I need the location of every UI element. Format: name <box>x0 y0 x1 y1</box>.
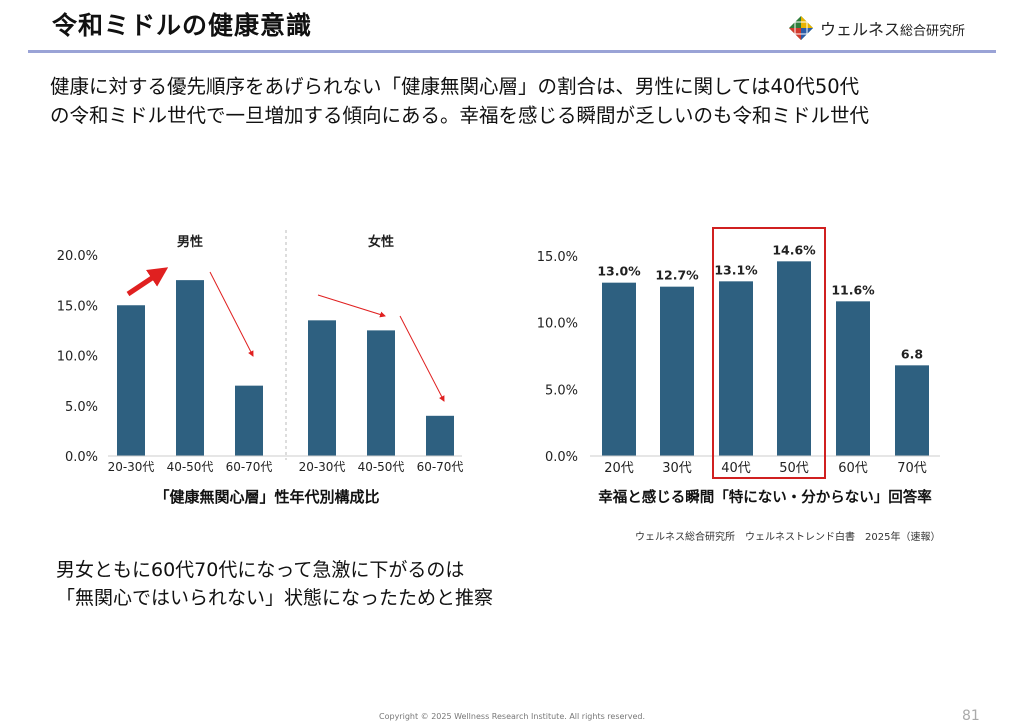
header-divider <box>28 50 996 53</box>
data-label: 11.6% <box>831 282 875 297</box>
data-label: 13.1% <box>714 262 758 277</box>
x-tick-label: 20-30代 <box>108 460 155 474</box>
chart-no-happy-moment-by-age: 0.0% 5.0% 10.0% 15.0% 13.0% 20代 12.7% 30代 13.1% 4… <box>537 227 940 506</box>
lead-line: の令和ミドル世代で一旦増加する傾向にある。幸福を感じる瞬間が乏しいのも令和ミドル… <box>50 104 870 127</box>
bar <box>719 281 753 456</box>
trend-arrow-down <box>399 315 445 402</box>
logo-text-sub: 総合研究所 <box>900 24 966 39</box>
x-tick-label: 40-50代 <box>358 460 405 474</box>
bar <box>235 385 263 456</box>
copyright: Copyright © 2025 Wellness Research Insti… <box>379 712 645 721</box>
bar <box>777 261 811 456</box>
data-label: 13.0% <box>597 264 641 279</box>
x-tick-label: 20-30代 <box>299 460 346 474</box>
y-tick-label: 15.0% <box>57 299 98 314</box>
x-tick-label: 40代 <box>721 461 751 476</box>
x-tick-label: 60-70代 <box>226 460 273 474</box>
bar <box>895 365 929 456</box>
y-tick-label: 10.0% <box>537 317 578 332</box>
chart-indifference-by-gender-age: 0.0% 5.0% 10.0% 15.0% 20.0% 男性 女性 20-30代 40-50代 6… <box>57 230 464 506</box>
y-tick-label: 15.0% <box>537 250 578 265</box>
x-tick-label: 60代 <box>838 461 868 476</box>
data-label: 14.6% <box>772 242 816 257</box>
x-tick-label: 40-50代 <box>167 460 214 474</box>
source-note: ウェルネス総合研究所 ウェルネストレンド白書 2025年（速報） <box>635 532 941 543</box>
data-label: 6.8 <box>901 346 923 361</box>
bar <box>426 415 454 456</box>
x-tick-label: 50代 <box>779 461 809 476</box>
conclusion-line: 「無関心ではいられない」状態になったためと推察 <box>56 587 494 609</box>
logo-mark-icon <box>789 16 813 40</box>
x-tick-label: 70代 <box>897 461 927 476</box>
trend-arrow-up <box>126 267 169 297</box>
company-logo: ウェルネス総合研究所 <box>788 12 965 44</box>
highlight-box <box>712 227 826 479</box>
trend-arrow-down <box>317 294 386 318</box>
x-tick-label: 20代 <box>604 461 634 476</box>
y-tick-label: 20.0% <box>57 249 98 264</box>
bar <box>660 286 694 456</box>
chart-title: 「健康無関心層」性年代別構成比 <box>154 488 379 506</box>
logo-text: ウェルネス総合研究所 <box>820 16 965 40</box>
bar <box>602 282 636 456</box>
lead-text: 健康に対する優先順序をあげられない「健康無関心層」の割合は、男性に関しては40代… <box>50 72 980 130</box>
conclusion-text: 男女ともに60代70代になって急激に下がるのは 「無関心ではいられない」状態にな… <box>56 556 493 612</box>
bar <box>367 330 395 456</box>
y-tick-label: 5.0% <box>65 400 98 415</box>
x-tick-label: 60-70代 <box>417 460 464 474</box>
bar <box>176 280 204 456</box>
x-tick-label: 30代 <box>662 461 692 476</box>
trend-arrow-down <box>209 271 254 357</box>
lead-line: 健康に対する優先順序をあげられない「健康無関心層」の割合は、男性に関しては40代… <box>50 75 860 98</box>
chart-title: 幸福と感じる瞬間「特にない・分からない」回答率 <box>598 488 932 506</box>
page-number: 81 <box>962 708 980 724</box>
y-tick-label: 0.0% <box>545 450 578 465</box>
bar <box>117 305 145 456</box>
conclusion-line: 男女ともに60代70代になって急激に下がるのは <box>56 559 465 581</box>
bar <box>308 320 336 456</box>
y-tick-label: 5.0% <box>545 383 578 398</box>
y-tick-label: 0.0% <box>65 450 98 465</box>
y-tick-label: 10.0% <box>57 350 98 365</box>
bar <box>836 301 870 456</box>
group-label-female: 女性 <box>368 234 394 250</box>
page-title: 令和ミドルの健康意識 <box>52 11 313 40</box>
group-label-male: 男性 <box>177 234 203 250</box>
logo-text-main: ウェルネス <box>820 20 901 39</box>
data-label: 12.7% <box>655 268 699 283</box>
